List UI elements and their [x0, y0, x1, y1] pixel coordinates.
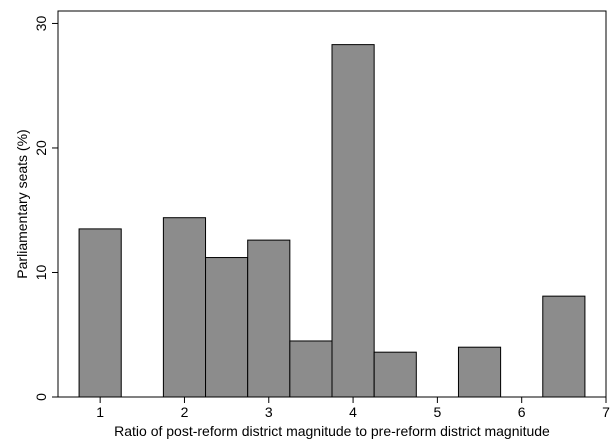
plot-frame [57, 10, 607, 398]
x-tick-label-7: 7 [602, 404, 610, 420]
bar-3 [205, 257, 249, 398]
x-tick-label-2: 2 [181, 404, 189, 420]
x-tick-label-6: 6 [518, 404, 526, 420]
bar-7 [373, 351, 417, 398]
x-tick-label-3: 3 [265, 404, 273, 420]
x-tick-label-1: 1 [96, 404, 104, 420]
y-axis-title: Parliamentary seats (%) [14, 129, 30, 278]
bar-2 [162, 217, 207, 398]
bar-9 [542, 295, 586, 398]
y-tick-label-20: 20 [33, 140, 49, 156]
bar-5 [289, 340, 333, 398]
y-tick-label-30: 30 [33, 15, 49, 31]
x-tick-label-4: 4 [349, 404, 357, 420]
x-axis-title: Ratio of post-reform district magnitude … [114, 423, 550, 439]
bar-4 [247, 239, 291, 398]
plot-area: 1 2 3 4 5 6 7 0 10 20 30 [33, 10, 610, 420]
y-tick-label-10: 10 [33, 264, 49, 280]
bar-6 [331, 44, 375, 398]
bar-8 [457, 346, 502, 398]
bar-1 [78, 228, 122, 398]
y-tick-label-0: 0 [33, 393, 49, 401]
x-tick-label-5: 5 [433, 404, 441, 420]
